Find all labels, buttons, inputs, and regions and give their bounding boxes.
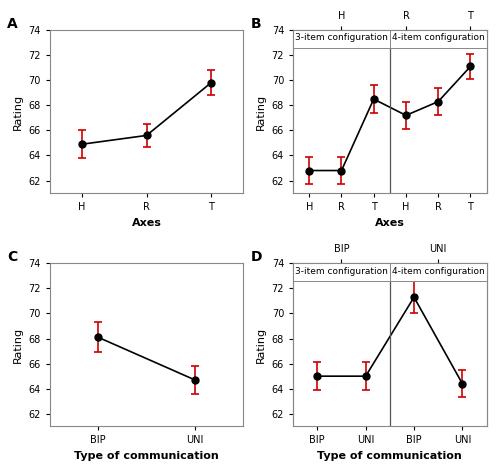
- Bar: [390, 30, 486, 48]
- Text: B: B: [250, 17, 261, 31]
- Y-axis label: Rating: Rating: [13, 93, 23, 130]
- X-axis label: Axes: Axes: [375, 218, 405, 228]
- Text: 4-item configuration: 4-item configuration: [392, 34, 484, 42]
- X-axis label: Type of communication: Type of communication: [74, 451, 219, 461]
- Text: 3-item configuration: 3-item configuration: [295, 267, 388, 276]
- Text: 4-item configuration: 4-item configuration: [392, 267, 484, 276]
- Text: 4-item configuration: 4-item configuration: [392, 267, 484, 276]
- Y-axis label: Rating: Rating: [256, 327, 266, 363]
- Text: 4-item configuration: 4-item configuration: [392, 34, 484, 42]
- Bar: [293, 263, 390, 281]
- Text: A: A: [8, 17, 18, 31]
- Bar: [390, 263, 486, 281]
- Y-axis label: Rating: Rating: [13, 327, 23, 363]
- Text: D: D: [250, 250, 262, 264]
- X-axis label: Axes: Axes: [132, 218, 162, 228]
- X-axis label: Type of communication: Type of communication: [318, 451, 462, 461]
- Text: 3-item configuration: 3-item configuration: [295, 267, 388, 276]
- Bar: [293, 30, 390, 48]
- Text: C: C: [8, 250, 18, 264]
- Y-axis label: Rating: Rating: [256, 93, 266, 130]
- Text: 3-item configuration: 3-item configuration: [295, 34, 388, 42]
- Text: 3-item configuration: 3-item configuration: [295, 34, 388, 42]
